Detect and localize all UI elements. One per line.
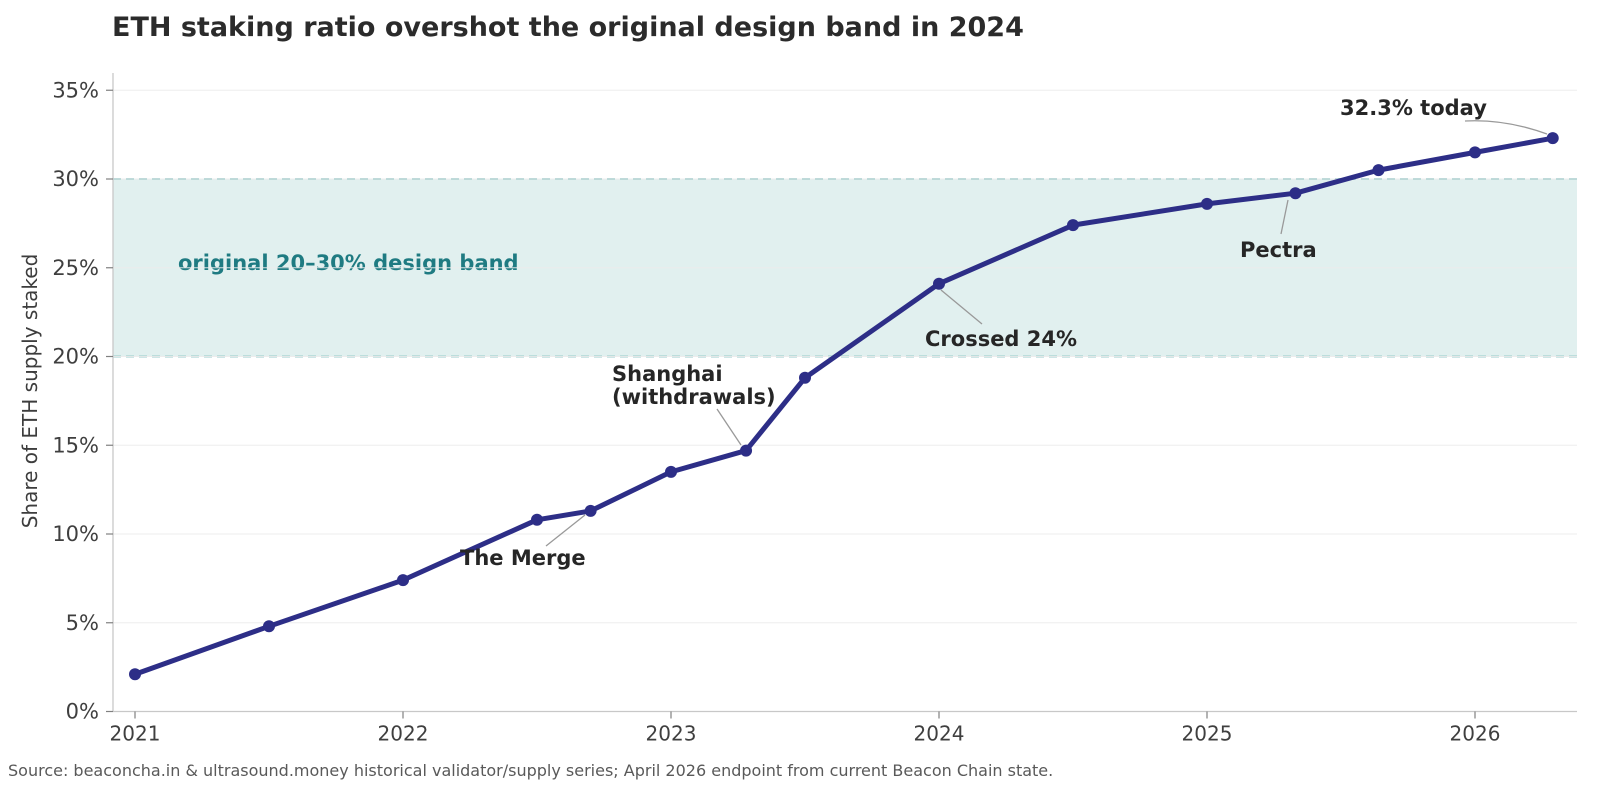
annotation-label: The Merge — [460, 546, 586, 570]
data-point-marker — [129, 668, 141, 681]
annotation-label: 32.3% today — [1340, 96, 1487, 120]
data-point-marker — [1546, 132, 1559, 145]
y-tick-label: 15% — [52, 433, 99, 457]
x-tick-label: 2025 — [1182, 722, 1233, 746]
x-tick-label: 2026 — [1450, 722, 1501, 746]
data-point-marker — [584, 504, 597, 517]
data-point-marker — [1289, 187, 1302, 200]
y-tick-label: 20% — [52, 345, 99, 369]
data-point-marker — [1469, 146, 1481, 159]
y-tick-label: 0% — [66, 700, 99, 724]
x-tick-label: 2023 — [646, 722, 697, 746]
data-point-marker — [1201, 197, 1213, 210]
x-tick-label: 2024 — [914, 722, 965, 746]
data-point-marker — [740, 444, 753, 457]
y-tick-label: 25% — [52, 256, 99, 280]
x-tick-label: 2022 — [378, 722, 429, 746]
y-tick-label: 35% — [52, 78, 99, 102]
data-point-marker — [1067, 219, 1079, 232]
annotation-label: Shanghai (withdrawals) — [612, 362, 776, 409]
source-note: Source: beaconcha.in & ultrasound.money … — [8, 761, 1054, 780]
annotation-leader-line — [545, 514, 586, 547]
annotation-leader-line — [1280, 199, 1289, 235]
chart-title: ETH staking ratio overshot the original … — [112, 12, 1024, 43]
data-point-marker — [799, 371, 811, 384]
data-point-marker — [397, 574, 409, 587]
annotation-leader-line — [716, 408, 742, 446]
annotation-leader-line — [1464, 120, 1548, 135]
y-tick-label: 5% — [66, 611, 99, 635]
y-tick-label: 30% — [52, 167, 99, 191]
data-point-marker — [933, 277, 945, 290]
design-band-label: original 20–30% design band — [178, 251, 519, 275]
annotation-leader-line — [940, 289, 983, 325]
y-tick-label: 10% — [52, 522, 99, 546]
data-point-marker — [665, 465, 677, 478]
data-point-marker — [1372, 164, 1385, 177]
data-point-marker — [531, 513, 543, 526]
annotation-label: Crossed 24% — [925, 327, 1077, 351]
annotation-label: Pectra — [1240, 238, 1317, 262]
x-tick-label: 2021 — [110, 722, 161, 746]
data-point-marker — [263, 620, 275, 633]
